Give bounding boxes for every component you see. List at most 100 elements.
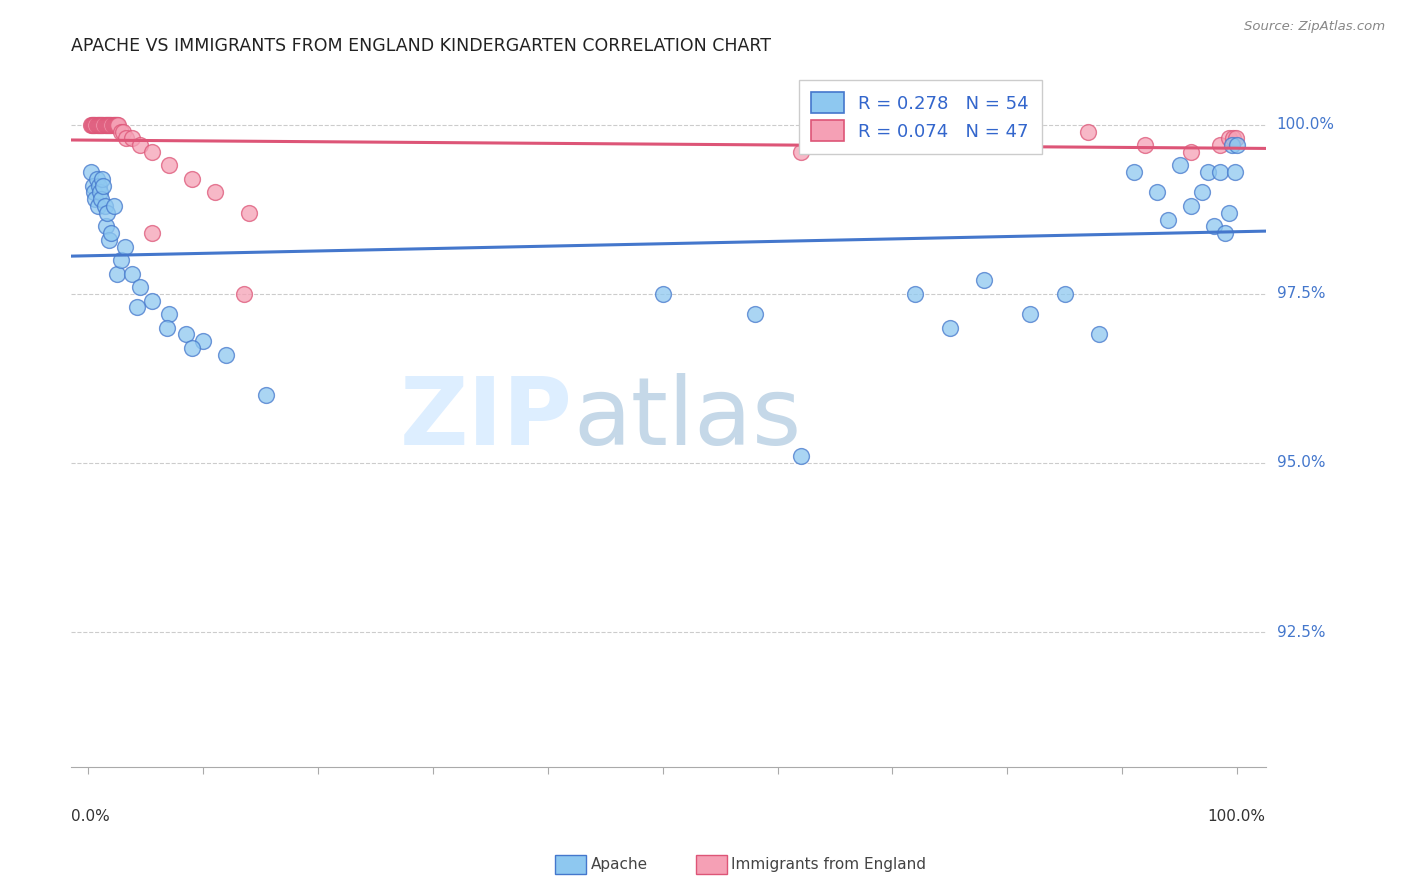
Point xyxy=(1215,226,1237,240)
Point xyxy=(91,172,114,186)
Point xyxy=(1222,131,1244,145)
Point xyxy=(1168,158,1191,172)
Point xyxy=(1088,327,1111,342)
Point xyxy=(939,320,962,334)
Point xyxy=(215,348,238,362)
Point xyxy=(93,118,115,132)
Point xyxy=(96,206,118,220)
Point xyxy=(93,199,115,213)
Point xyxy=(83,186,105,200)
Point xyxy=(105,267,128,281)
Point xyxy=(174,327,197,342)
Point xyxy=(83,118,105,132)
Point xyxy=(256,388,278,402)
Point xyxy=(1180,145,1202,159)
Point xyxy=(90,118,112,132)
Point xyxy=(180,172,202,186)
Point xyxy=(1053,286,1076,301)
Point xyxy=(129,138,152,153)
Point xyxy=(232,286,254,301)
Point xyxy=(86,118,108,132)
Point xyxy=(87,118,110,132)
Point xyxy=(104,118,127,132)
Text: 100.0%: 100.0% xyxy=(1208,809,1265,824)
Point xyxy=(114,239,136,253)
Point xyxy=(91,118,114,132)
Point xyxy=(1019,307,1042,321)
Point xyxy=(125,301,148,315)
Point xyxy=(1209,138,1232,153)
Point xyxy=(1019,138,1042,153)
Point xyxy=(86,172,108,186)
Point xyxy=(1077,125,1099,139)
Text: atlas: atlas xyxy=(572,373,801,465)
Point xyxy=(97,118,120,132)
Text: Immigrants from England: Immigrants from England xyxy=(731,857,927,871)
Point xyxy=(141,145,163,159)
Point xyxy=(238,206,260,220)
Point xyxy=(80,165,103,179)
Point xyxy=(84,192,107,206)
Point xyxy=(1226,138,1249,153)
Point xyxy=(94,219,117,234)
Point xyxy=(157,158,180,172)
Point xyxy=(193,334,215,349)
Point xyxy=(105,118,128,132)
Point xyxy=(96,118,118,132)
Point xyxy=(141,293,163,308)
Point xyxy=(86,199,108,213)
Point xyxy=(1122,165,1144,179)
Point xyxy=(651,286,673,301)
Text: 95.0%: 95.0% xyxy=(1277,456,1326,470)
Point xyxy=(1223,165,1246,179)
Text: APACHE VS IMMIGRANTS FROM ENGLAND KINDERGARTEN CORRELATION CHART: APACHE VS IMMIGRANTS FROM ENGLAND KINDER… xyxy=(72,37,772,55)
Point xyxy=(904,286,927,301)
Point xyxy=(101,118,124,132)
Point xyxy=(107,118,129,132)
Point xyxy=(84,118,107,132)
Point xyxy=(129,280,152,294)
Point xyxy=(789,449,811,463)
Point xyxy=(141,226,163,240)
Point xyxy=(155,320,177,334)
Legend: R = 0.278   N = 54, R = 0.074   N = 47: R = 0.278 N = 54, R = 0.074 N = 47 xyxy=(799,79,1042,154)
Text: 0.0%: 0.0% xyxy=(72,809,110,824)
Point xyxy=(744,307,766,321)
Text: ZIP: ZIP xyxy=(401,373,572,465)
Point xyxy=(94,118,117,132)
Point xyxy=(100,118,122,132)
Point xyxy=(98,233,121,247)
Text: 100.0%: 100.0% xyxy=(1277,118,1334,132)
Point xyxy=(110,253,132,268)
Point xyxy=(80,118,103,132)
Point xyxy=(98,118,121,132)
Point xyxy=(103,118,125,132)
Point xyxy=(180,341,202,355)
Text: 92.5%: 92.5% xyxy=(1277,624,1326,640)
Point xyxy=(86,118,108,132)
Point xyxy=(80,118,103,132)
Point xyxy=(1225,131,1247,145)
Point xyxy=(90,192,112,206)
Point xyxy=(115,131,138,145)
Point xyxy=(105,118,128,132)
Point xyxy=(973,273,995,287)
Point xyxy=(103,199,125,213)
Point xyxy=(87,178,110,193)
Point xyxy=(1146,186,1168,200)
Point xyxy=(89,186,111,200)
Point xyxy=(1218,206,1240,220)
Point xyxy=(82,178,104,193)
Text: 97.5%: 97.5% xyxy=(1277,286,1326,301)
Point xyxy=(93,178,115,193)
Point xyxy=(121,131,143,145)
Point xyxy=(789,145,811,159)
Text: Apache: Apache xyxy=(591,857,648,871)
Point xyxy=(98,118,121,132)
Point xyxy=(100,226,122,240)
Point xyxy=(1180,199,1202,213)
Point xyxy=(110,125,132,139)
Point xyxy=(121,267,143,281)
Point xyxy=(1157,212,1180,227)
Point xyxy=(1133,138,1156,153)
